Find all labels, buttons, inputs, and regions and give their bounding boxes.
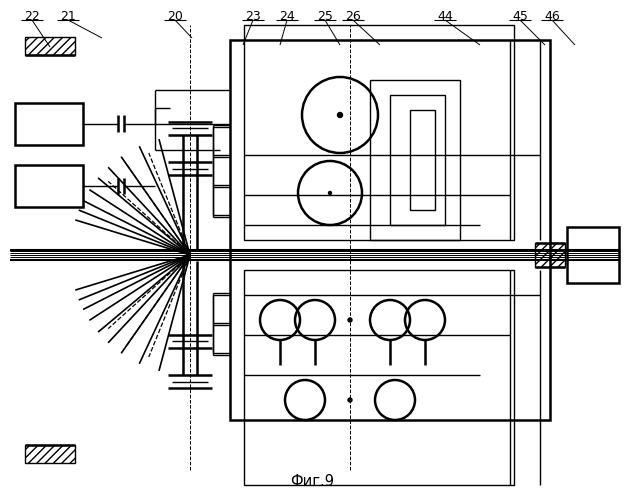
Bar <box>410 110 435 210</box>
Text: 26: 26 <box>345 10 361 23</box>
Text: 23: 23 <box>245 10 261 23</box>
Circle shape <box>348 318 352 322</box>
Bar <box>370 80 460 240</box>
Bar <box>15 103 83 145</box>
Bar <box>567 227 619 283</box>
Bar <box>535 243 565 267</box>
Bar <box>244 25 514 240</box>
Text: 20: 20 <box>167 10 183 23</box>
Bar <box>390 95 445 225</box>
Bar <box>244 270 514 485</box>
Text: Фиг.9: Фиг.9 <box>290 474 334 490</box>
Text: 25: 25 <box>317 10 333 23</box>
Bar <box>25 445 75 463</box>
Text: 21: 21 <box>60 10 76 23</box>
Circle shape <box>329 192 331 194</box>
Text: 45: 45 <box>512 10 528 23</box>
Bar <box>15 165 83 207</box>
Text: 22: 22 <box>24 10 40 23</box>
Bar <box>230 40 550 420</box>
Bar <box>25 37 75 55</box>
Text: 44: 44 <box>437 10 453 23</box>
Circle shape <box>348 398 352 402</box>
Circle shape <box>338 112 342 117</box>
Text: 24: 24 <box>279 10 295 23</box>
Text: 46: 46 <box>544 10 560 23</box>
